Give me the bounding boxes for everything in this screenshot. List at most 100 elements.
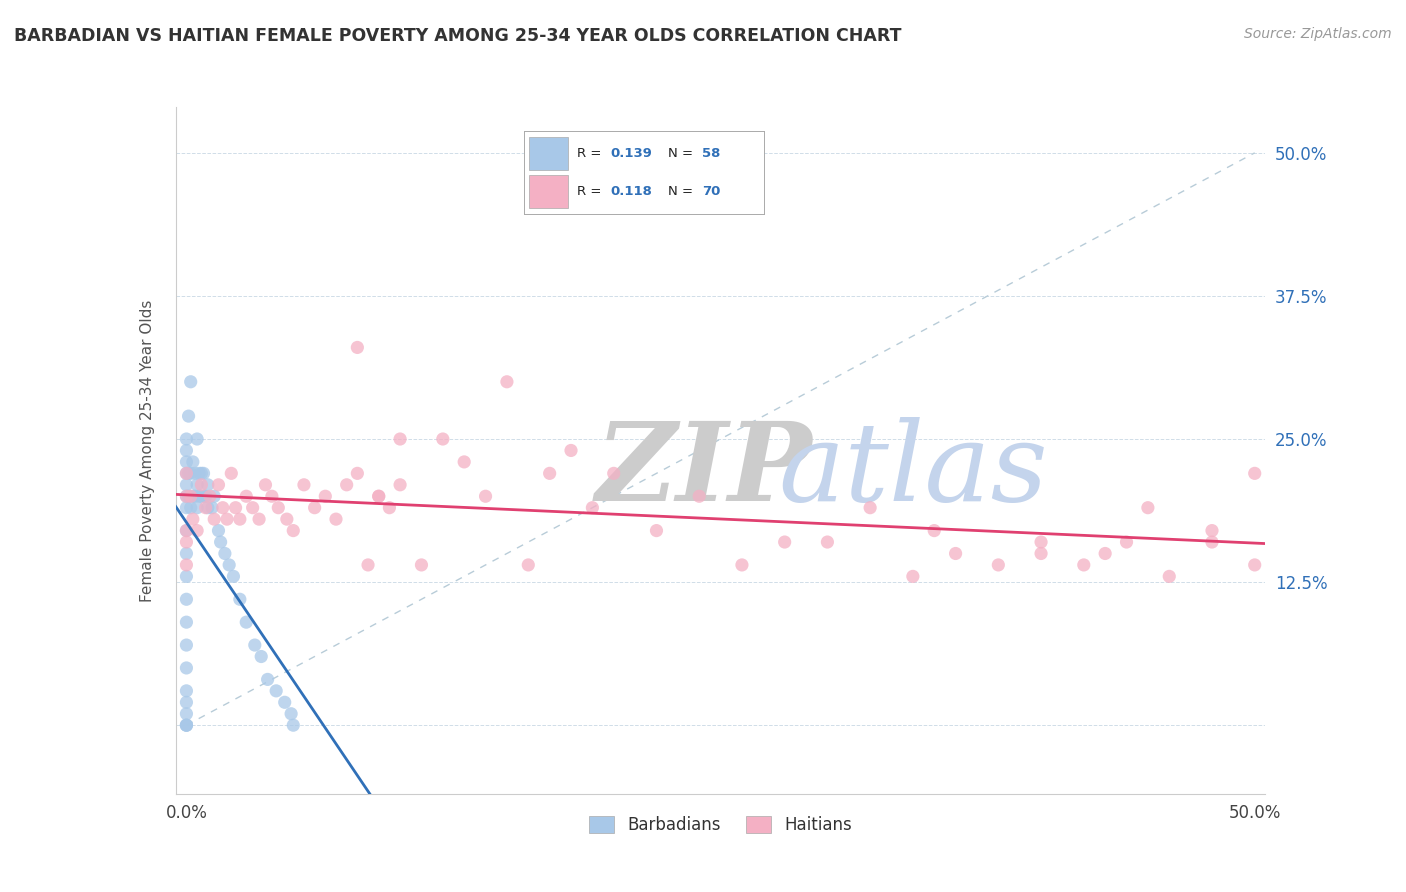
Text: R =: R = [578, 147, 606, 160]
Text: R =: R = [578, 185, 606, 198]
Point [1243, 467, 1265, 481]
Point [336, 478, 359, 492]
Point [176, 718, 198, 732]
Point [194, 500, 217, 515]
Point [276, 512, 298, 526]
Point [180, 489, 202, 503]
Point [176, 558, 198, 572]
Point [193, 467, 215, 481]
Point [367, 489, 389, 503]
Point [325, 512, 347, 526]
Point [264, 684, 287, 698]
Point [180, 467, 202, 481]
Point [176, 695, 198, 709]
Point [176, 684, 198, 698]
Point [176, 489, 198, 503]
Point [346, 340, 368, 354]
Text: atlas: atlas [779, 417, 1047, 524]
Point [176, 443, 198, 458]
Point [176, 524, 198, 538]
Point [176, 489, 198, 503]
Point [218, 558, 240, 572]
Point [188, 489, 211, 503]
Y-axis label: Female Poverty Among 25-34 Year Olds: Female Poverty Among 25-34 Year Olds [141, 300, 155, 601]
Point [181, 512, 204, 526]
Point [773, 535, 796, 549]
Point [243, 638, 266, 652]
Point [389, 432, 412, 446]
Point [280, 706, 302, 721]
Point [198, 489, 221, 503]
Point [222, 569, 245, 583]
Point [184, 467, 207, 481]
Point [190, 478, 212, 492]
Point [1115, 535, 1137, 549]
Point [645, 524, 668, 538]
Point [357, 558, 380, 572]
Text: 58: 58 [702, 147, 720, 160]
Point [235, 489, 257, 503]
Point [181, 489, 204, 503]
Point [453, 455, 475, 469]
Point [242, 500, 264, 515]
Point [184, 489, 207, 503]
FancyBboxPatch shape [529, 175, 568, 208]
Text: 0.118: 0.118 [610, 185, 652, 198]
Point [186, 524, 208, 538]
Text: 0.139: 0.139 [610, 147, 652, 160]
Point [1073, 558, 1095, 572]
Point [176, 706, 198, 721]
Point [496, 375, 519, 389]
Point [211, 500, 233, 515]
Point [247, 512, 270, 526]
Point [180, 375, 202, 389]
Legend: Barbadians, Haitians: Barbadians, Haitians [582, 809, 859, 840]
Point [197, 478, 219, 492]
Point [214, 546, 236, 561]
Point [207, 524, 229, 538]
Point [193, 489, 215, 503]
Point [688, 489, 710, 503]
Point [229, 512, 252, 526]
Point [283, 524, 305, 538]
Point [176, 546, 198, 561]
Point [215, 512, 238, 526]
Text: BARBADIAN VS HAITIAN FEMALE POVERTY AMONG 25-34 YEAR OLDS CORRELATION CHART: BARBADIAN VS HAITIAN FEMALE POVERTY AMON… [14, 27, 901, 45]
Point [176, 432, 198, 446]
Point [1201, 524, 1223, 538]
Point [176, 467, 198, 481]
Point [859, 500, 882, 515]
Point [201, 500, 224, 515]
Point [176, 467, 198, 481]
Point [283, 718, 305, 732]
Point [176, 569, 198, 583]
Point [176, 500, 198, 515]
Point [314, 489, 336, 503]
Point [367, 489, 389, 503]
Point [180, 500, 202, 515]
Point [538, 467, 561, 481]
Point [188, 467, 211, 481]
Point [256, 673, 278, 687]
Point [254, 478, 277, 492]
Point [260, 489, 283, 503]
Point [432, 432, 454, 446]
Point [177, 409, 200, 424]
Point [1201, 535, 1223, 549]
Point [517, 558, 540, 572]
Point [186, 478, 208, 492]
Text: ZIP: ZIP [595, 417, 811, 524]
Point [186, 500, 208, 515]
Point [186, 432, 208, 446]
Point [346, 467, 368, 481]
Point [274, 695, 297, 709]
Text: N =: N = [668, 147, 697, 160]
Point [176, 478, 198, 492]
Point [221, 467, 243, 481]
Point [176, 535, 198, 549]
Point [176, 638, 198, 652]
Point [603, 467, 626, 481]
Text: Source: ZipAtlas.com: Source: ZipAtlas.com [1244, 27, 1392, 41]
FancyBboxPatch shape [529, 136, 568, 169]
Point [411, 558, 433, 572]
